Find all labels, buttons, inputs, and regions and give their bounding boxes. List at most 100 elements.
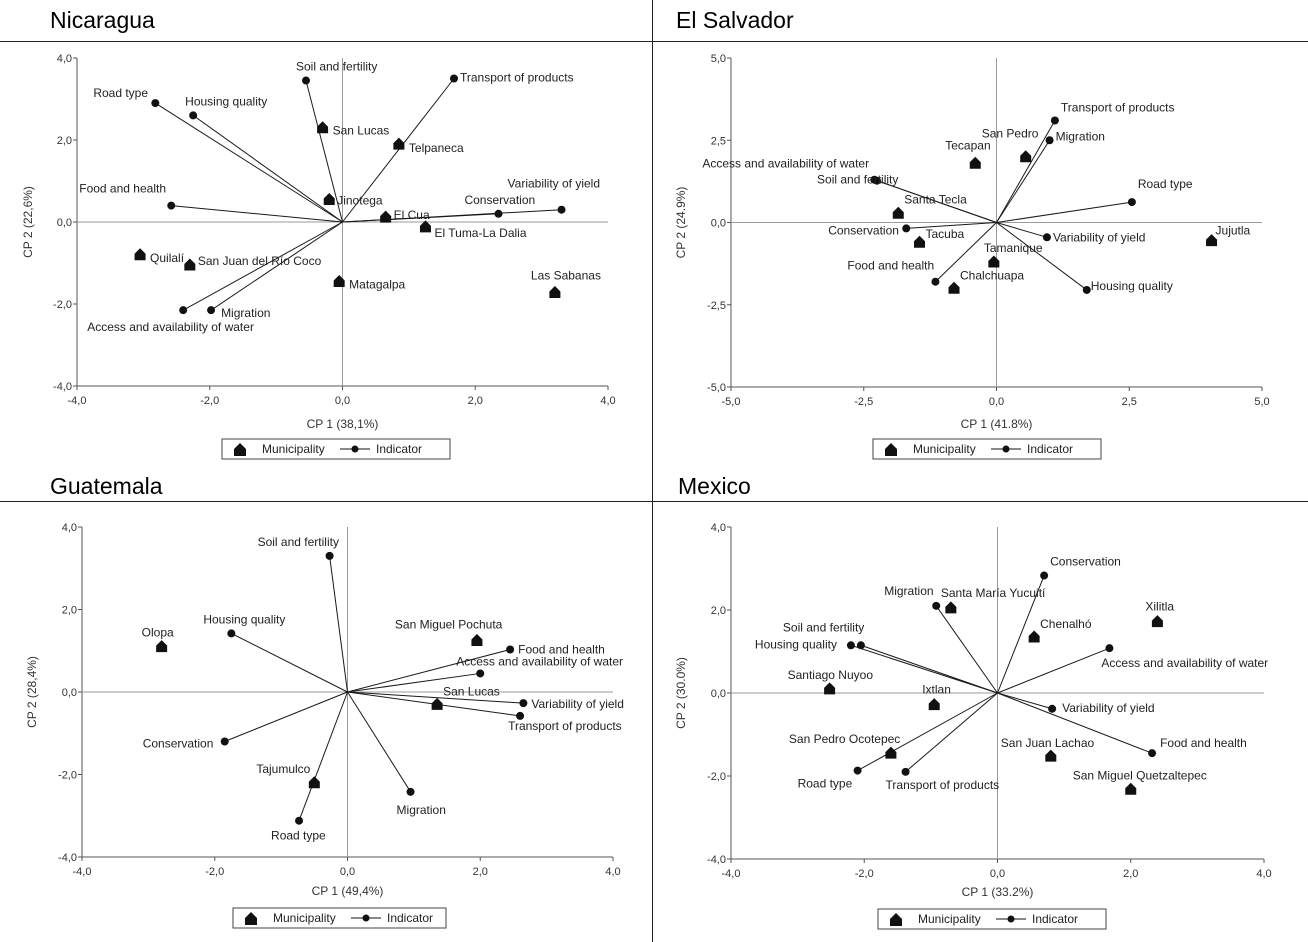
y-axis-label: CP 2 (22,6%): [21, 186, 35, 258]
municipality-marker-jinotega: [323, 192, 335, 205]
indicator-point-conservation: [1040, 571, 1049, 580]
legend-indicator-icon: [351, 445, 359, 453]
y-tick-label: -2,5: [707, 300, 726, 312]
indicator-point-transport-of-products: [1050, 116, 1059, 125]
municipality-label-jinotega: Jinotega: [337, 193, 383, 207]
x-tick-label: 2,0: [473, 866, 488, 878]
indicator-vector-soil-and-fertility: [860, 644, 998, 694]
legend-indicator-label: Indicator: [1027, 442, 1073, 456]
el-salvador-biplot: -5,0 -2,5 0,0 2,5 5,0 -5,0 -2,5 0,0 2,5 5,0 CP 1 (…: [674, 53, 1270, 460]
indicator-vector-variability-of-yield: [347, 691, 524, 704]
municipality-marker-el-tuma-la-dalia: [419, 220, 431, 233]
indicator-point-soil-and-fertility: [873, 176, 882, 185]
municipality-label-san-miguel-quetzaltepec: San Miguel Quetzaltepec: [1073, 768, 1207, 782]
indicator-vector-variability-of-yield: [996, 222, 1048, 238]
municipality-marker-chenalho: [1028, 630, 1040, 643]
municipality-marker-chalchuapa: [948, 281, 960, 294]
y-tick-label: -4,0: [58, 852, 77, 864]
municipality-label-tecapan: Tecapan: [945, 138, 990, 152]
legend: Municipality Indicator: [877, 908, 1107, 930]
legend-municipality-label: Municipality: [913, 442, 976, 456]
legend-indicator-icon: [1007, 915, 1015, 923]
municipality-marker-jujutla: [1206, 234, 1218, 247]
indicator-label-transport-of-products: Transport of products: [460, 71, 574, 85]
legend-municipality-label: Municipality: [918, 912, 981, 926]
x-tick-label: -4,0: [73, 866, 92, 878]
municipality-marker-santiago-nuyoo: [824, 682, 836, 695]
indicator-point-access-and-availability-of-water: [179, 306, 188, 315]
indicator-point-transport-of-products: [516, 711, 525, 720]
indicator-vector-housing-quality: [231, 632, 348, 693]
x-tick-label: 4,0: [605, 866, 620, 878]
indicator-point-conservation: [494, 209, 503, 218]
indicator-point-housing-quality: [227, 629, 236, 638]
horizontal-separator-middle: [0, 501, 1308, 502]
y-tick-label: 4,0: [62, 522, 77, 534]
legend: Municipality Indicator: [221, 438, 451, 460]
indicator-vector-road-type: [857, 692, 998, 772]
indicator-point-variability-of-yield: [519, 699, 528, 708]
indicator-point-variability-of-yield: [1042, 233, 1051, 242]
y-tick-label: 2,0: [57, 135, 72, 147]
indicator-point-migration: [1045, 136, 1054, 145]
indicator-label-soil-and-fertility: Soil and fertility: [783, 620, 864, 634]
indicator-label-soil-and-fertility: Soil and fertility: [296, 60, 377, 74]
legend: Municipality Indicator: [872, 438, 1102, 460]
municipality-label-jujutla: Jujutla: [1216, 224, 1251, 238]
municipality-label-tacuba: Tacuba: [926, 227, 965, 241]
x-axis-label: CP 1 (49,4%): [312, 884, 384, 898]
municipality-label-san-lucas: San Lucas: [443, 684, 500, 698]
municipality-marker-santa-maria-yucuiti: [945, 601, 957, 614]
indicator-label-variability-of-yield: Variability of yield: [1062, 701, 1154, 715]
indicator-vector-soil-and-fertility: [329, 555, 348, 693]
indicator-label-variability-of-yield: Variability of yield: [1053, 230, 1145, 244]
indicator-point-migration: [932, 601, 941, 610]
indicator-point-food-and-health: [931, 277, 940, 286]
legend-indicator-icon: [362, 914, 370, 922]
indicator-point-road-type: [151, 99, 160, 108]
indicator-point-variability-of-yield: [557, 205, 566, 214]
y-tick-label: -4,0: [53, 381, 72, 393]
municipality-label-matagalpa: Matagalpa: [349, 277, 405, 291]
municipality-marker-el-cua: [380, 210, 392, 223]
indicator-vector-soil-and-fertility: [305, 80, 343, 223]
x-tick-label: -2,5: [854, 396, 873, 408]
legend-indicator-label: Indicator: [1032, 912, 1078, 926]
indicator-label-migration: Migration: [1056, 129, 1105, 143]
y-tick-label: 5,0: [711, 53, 726, 65]
indicator-label-transport-of-products: Transport of products: [886, 778, 1000, 792]
municipality-label-chenalho: Chenalhó: [1040, 617, 1092, 631]
indicator-vector-transport-of-products: [342, 78, 455, 223]
legend-municipality-label: Municipality: [262, 442, 325, 456]
municipality-label-olopa: Olopa: [142, 626, 174, 640]
indicator-label-housing-quality: Housing quality: [185, 94, 267, 108]
indicator-vector-soil-and-fertility: [876, 180, 997, 223]
municipality-marker-san-pedro: [1020, 150, 1032, 163]
indicator-point-housing-quality: [846, 641, 855, 650]
indicator-label-migration: Migration: [397, 803, 446, 817]
indicator-vector-access-and-availability-of-water: [347, 672, 481, 693]
indicator-vector-housing-quality: [850, 644, 998, 694]
y-tick-label: 2,0: [62, 605, 77, 617]
y-tick-label: 0,0: [57, 217, 72, 229]
legend-box: [232, 907, 447, 929]
municipality-label-santa-tecla: Santa Tecla: [904, 192, 967, 206]
indicator-label-housing-quality: Housing quality: [1091, 279, 1173, 293]
indicator-vector-conservation: [997, 575, 1045, 694]
indicator-vector-food-and-health: [997, 692, 1153, 754]
indicator-point-food-and-health: [1148, 749, 1157, 758]
municipality-marker-tamanique: [988, 255, 1000, 268]
indicator-label-migration: Migration: [884, 584, 933, 598]
municipality-marker-tacuba: [914, 235, 926, 248]
y-tick-label: -2,0: [58, 770, 77, 782]
indicator-label-conservation: Conservation: [828, 223, 899, 237]
y-tick-label: 0,0: [711, 688, 726, 700]
indicator-label-variability-of-yield: Variability of yield: [531, 697, 623, 711]
indicator-vector-road-type: [298, 691, 348, 821]
municipality-label-quilali: Quilalí: [150, 251, 185, 265]
indicator-point-transport-of-products: [901, 767, 910, 776]
indicator-label-road-type: Road type: [1138, 177, 1193, 191]
municipality-marker-ixtlan: [928, 698, 940, 711]
y-tick-label: -5,0: [707, 382, 726, 394]
indicator-label-access-and-availability-of-water: Access and availability of water: [87, 320, 254, 334]
